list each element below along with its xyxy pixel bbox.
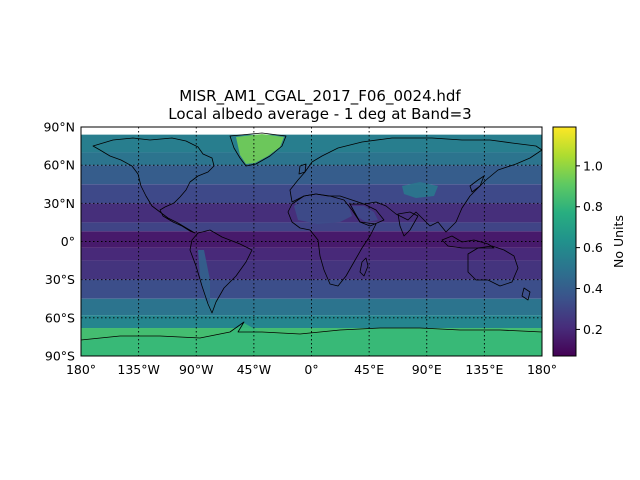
albedo-band-11 — [81, 315, 542, 329]
albedo-feature-sahara — [294, 198, 352, 224]
coastline-indonesia — [441, 235, 495, 249]
coastlines — [81, 132, 542, 341]
coastline-british-isles — [298, 163, 307, 175]
map-area: 90°N 60°N 30°N 0° 30°S 60°S 90°S 180° 135°W 90°W… — [43, 120, 557, 378]
latitude-label: 60°S — [45, 310, 75, 325]
longitude-label: 180° — [66, 362, 96, 377]
latitude-labels: 90°N 60°N 30°N 0° 30°S 60°S 90°S — [43, 120, 75, 364]
latitude-label: 90°N — [43, 120, 75, 135]
albedo-feature-greenland-ice — [236, 134, 284, 164]
longitude-label: 135°E — [465, 362, 503, 377]
longitude-label: 45°E — [354, 362, 384, 377]
colorbar-label: No Units — [611, 215, 626, 268]
colorbar-tick-label: 0.2 — [583, 322, 603, 337]
colorbar-tick-label: 1.0 — [583, 158, 603, 173]
albedo-band-7 — [81, 247, 542, 261]
albedo-band-5 — [81, 222, 542, 232]
colorbar-ticks: 0.2 0.4 0.6 0.8 1.0 — [576, 158, 603, 337]
coastline-japan — [469, 175, 485, 193]
latitude-label: 0° — [61, 234, 75, 249]
coastline-madagascar — [359, 257, 369, 277]
longitude-label: 180° — [527, 362, 557, 377]
longitude-label: 45°W — [237, 362, 272, 377]
longitude-label: 135°W — [117, 362, 159, 377]
coastline-arabia — [349, 203, 385, 227]
coastline-greenland — [229, 132, 287, 167]
colorbar-tick-label: 0.8 — [583, 199, 603, 214]
albedo-feature-arabia — [352, 206, 378, 222]
albedo-feature-tibet — [402, 182, 438, 198]
longitude-label: 90°E — [412, 362, 442, 377]
latitude-label: 60°N — [43, 158, 75, 173]
coastline-north-america — [92, 137, 215, 234]
longitude-label: 90°W — [179, 362, 214, 377]
albedo-feature-andes — [198, 250, 210, 304]
no-data-region — [81, 127, 542, 135]
latitude-label: 90°S — [45, 349, 75, 364]
coastline-eurasia — [289, 137, 542, 233]
map-frame — [80, 126, 543, 357]
coastline-india — [397, 211, 419, 237]
colorbar-tick-label: 0.4 — [583, 281, 603, 296]
colorbar-tick-label: 0.6 — [583, 240, 603, 255]
coastline-south-america — [189, 229, 253, 314]
graticule — [81, 127, 542, 356]
map-title-line-2: Local albedo average - 1 deg at Band=3 — [168, 105, 472, 123]
latitude-label: 30°S — [45, 272, 75, 287]
coastline-new-zealand — [521, 287, 531, 301]
map-title-line-1: MISR_AM1_CGAL_2017_F06_0024.hdf — [179, 87, 461, 105]
coastline-africa — [287, 193, 377, 287]
albedo-band-8 — [81, 260, 542, 280]
colorbar-gradient — [552, 126, 577, 357]
latitude-label: 30°N — [43, 196, 75, 211]
longitude-labels: 180° 135°W 90°W 45°W 0° 45°E 90°E 135°E 180° — [66, 362, 557, 377]
coastline-antarctica — [81, 321, 542, 341]
colorbar: 0.2 0.4 0.6 0.8 1.0 No Units — [552, 126, 626, 357]
coastline-australia — [467, 245, 519, 287]
longitude-label: 0° — [304, 362, 318, 377]
